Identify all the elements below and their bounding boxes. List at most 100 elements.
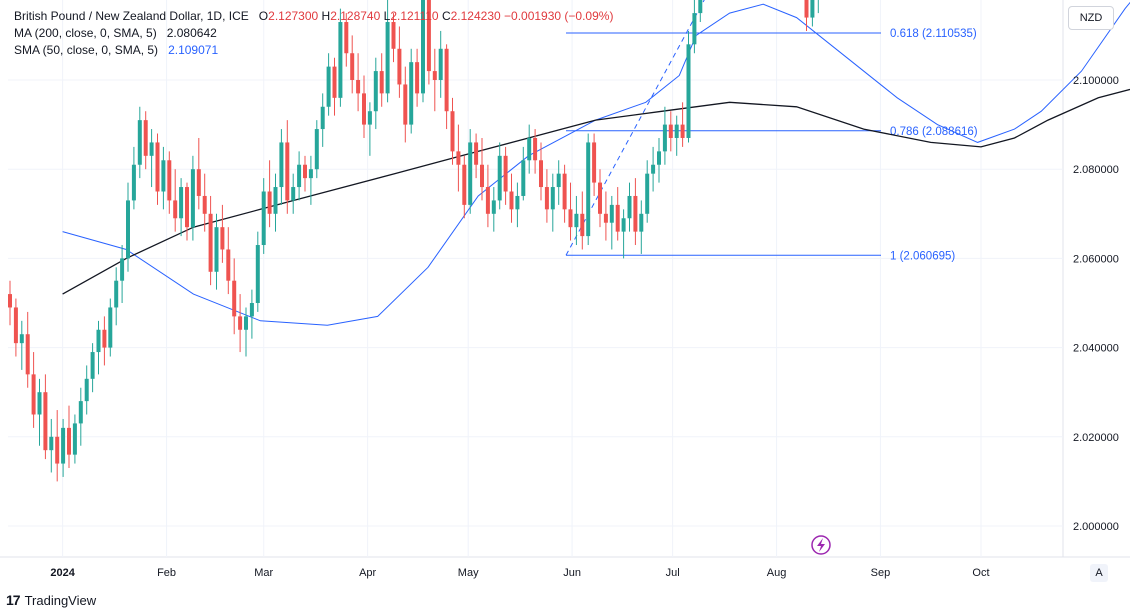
candle-body: [515, 195, 520, 210]
candle: [509, 173, 514, 223]
candle-body: [308, 169, 313, 179]
candle: [468, 129, 473, 214]
candle-body: [114, 280, 119, 308]
sma50-value: 2.109071: [168, 43, 219, 57]
time-axis[interactable]: 2024 Feb Mar Apr May Jun Jul Aug Sep Oct: [50, 567, 989, 579]
candle: [84, 365, 89, 415]
candle: [804, 0, 809, 31]
candle: [544, 169, 549, 223]
candle: [444, 44, 449, 130]
candle-body: [279, 142, 284, 188]
candle-body: [533, 137, 538, 161]
candle: [214, 213, 219, 290]
candle: [485, 164, 490, 228]
candle: [179, 178, 184, 237]
candle: [568, 182, 573, 241]
y-tick-label: 2.100000: [1073, 75, 1119, 87]
candle: [72, 414, 77, 464]
candle: [320, 93, 325, 147]
candle: [362, 75, 366, 138]
candle-body: [72, 423, 77, 455]
candle: [78, 387, 83, 446]
auto-scale-button[interactable]: A: [1090, 564, 1108, 582]
candle-body: [78, 401, 83, 424]
candle-body: [509, 191, 514, 210]
candle: [562, 164, 567, 223]
candle-body: [37, 392, 42, 415]
candle-body: [185, 187, 189, 228]
candle: [155, 133, 160, 205]
candle: [338, 8, 343, 107]
candle: [379, 53, 384, 107]
candle-body: [261, 191, 266, 246]
candle: [131, 146, 136, 210]
candle-body: [120, 258, 125, 281]
candle-body: [379, 71, 384, 94]
candle: [332, 57, 337, 116]
price-axis[interactable]: 2.2000002.1800002.1600002.1400002.120000…: [1011, 0, 1126, 533]
candle-body: [96, 329, 101, 353]
candle-body: [167, 160, 172, 201]
legend-ohlc: British Pound / New Zealand Dollar, 1D, …: [14, 8, 613, 25]
candle-body: [450, 111, 455, 152]
candle: [521, 146, 526, 201]
candle-body: [521, 160, 526, 196]
fibonacci-retracement[interactable]: 0 (2.191164)0.236 (2.160374)0.382 (2.141…: [565, 0, 978, 262]
y-tick-label: 2.080000: [1073, 164, 1119, 176]
candle: [533, 129, 538, 174]
candle-body: [179, 187, 184, 219]
candle: [232, 258, 237, 335]
fib-trend-line: [565, 0, 705, 256]
candle-body: [232, 280, 237, 317]
candle-body: [426, 0, 431, 72]
candle: [350, 35, 355, 94]
low-value: 2.121110: [390, 9, 439, 23]
candle: [686, 30, 691, 143]
candle-body: [373, 71, 378, 112]
candle: [196, 137, 201, 210]
x-tick-label: Jul: [666, 567, 680, 579]
candle-body: [692, 13, 697, 45]
candle: [415, 48, 420, 107]
candle: [13, 298, 18, 357]
candle-body: [267, 191, 272, 214]
candle-body: [25, 334, 30, 375]
candle: [55, 410, 60, 482]
dividend-event-icon[interactable]: [811, 535, 831, 555]
candle-body: [804, 0, 809, 18]
sma50-line: [62, 1, 1130, 326]
legend-ma200[interactable]: MA (200, close, 0, SMA, 5) 2.080642: [14, 25, 613, 42]
candle: [497, 142, 502, 210]
candle: [326, 53, 331, 116]
x-tick-label: Jun: [563, 567, 581, 579]
candle-body: [155, 142, 160, 192]
candle: [639, 200, 644, 254]
candle: [674, 115, 679, 156]
fib-level-label: 0.618 (2.110535): [890, 28, 977, 40]
candle-body: [633, 195, 638, 232]
candle: [592, 133, 597, 196]
candle-body: [810, 0, 815, 18]
candle-body: [126, 200, 130, 259]
candle-body: [149, 142, 154, 156]
candle: [102, 316, 107, 366]
candle: [609, 195, 614, 250]
candle: [273, 173, 278, 232]
x-tick-label: May: [458, 567, 479, 579]
candle-body: [686, 44, 691, 138]
legend-sma50[interactable]: SMA (50, close, 0, SMA, 5) 2.109071: [14, 42, 613, 59]
tradingview-brand[interactable]: 17 TradingView: [6, 592, 96, 608]
symbol-title[interactable]: British Pound / New Zealand Dollar, 1D, …: [14, 9, 249, 23]
candle-body: [615, 204, 620, 232]
candle-body: [102, 329, 107, 348]
currency-button[interactable]: NZD: [1068, 6, 1114, 30]
candle: [267, 160, 272, 228]
candle: [426, 0, 431, 85]
candle: [603, 191, 608, 241]
candle: [297, 151, 302, 201]
open-value: 2.127300: [268, 9, 319, 23]
candle: [456, 124, 461, 192]
candle: [244, 307, 248, 357]
candle: [120, 245, 125, 303]
